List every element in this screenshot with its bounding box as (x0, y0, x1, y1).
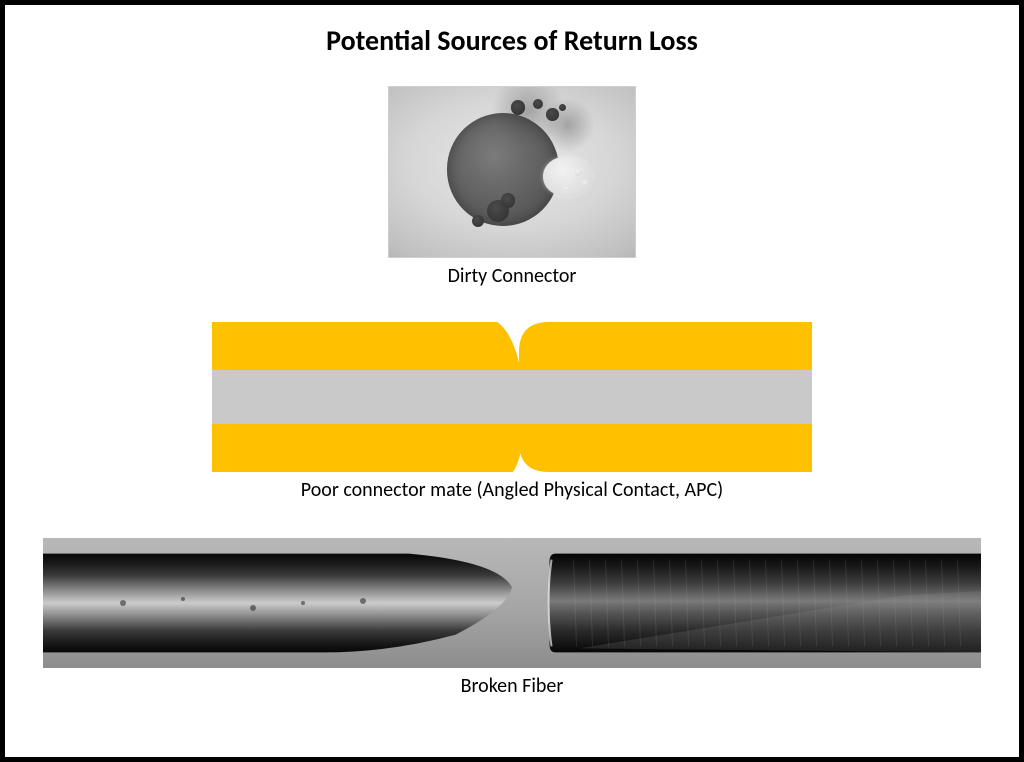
debris-smudge (540, 98, 595, 153)
debris-speck (472, 215, 484, 227)
dirty-connector-image (388, 86, 636, 258)
panel-dirty-connector: Dirty Connector (388, 86, 636, 288)
caption-dirty-connector: Dirty Connector (448, 264, 577, 288)
caption-broken-fiber: Broken Fiber (461, 674, 564, 698)
broken-fiber-image (43, 538, 981, 668)
panel-apc-mate: Poor connector mate (Angled Physical Con… (212, 322, 812, 502)
page-title: Potential Sources of Return Loss (326, 23, 698, 58)
debris-white-speck (574, 168, 582, 176)
apc-svg (212, 322, 812, 472)
debris-speck (546, 108, 558, 120)
apc-diagram (212, 322, 812, 472)
debris-speck (533, 99, 543, 109)
infographic-frame: Potential Sources of Return Loss Dirty C… (0, 0, 1024, 762)
broken-fiber-svg (43, 538, 981, 668)
caption-apc: Poor connector mate (Angled Physical Con… (301, 478, 723, 502)
panel-broken-fiber: Broken Fiber (43, 538, 981, 698)
